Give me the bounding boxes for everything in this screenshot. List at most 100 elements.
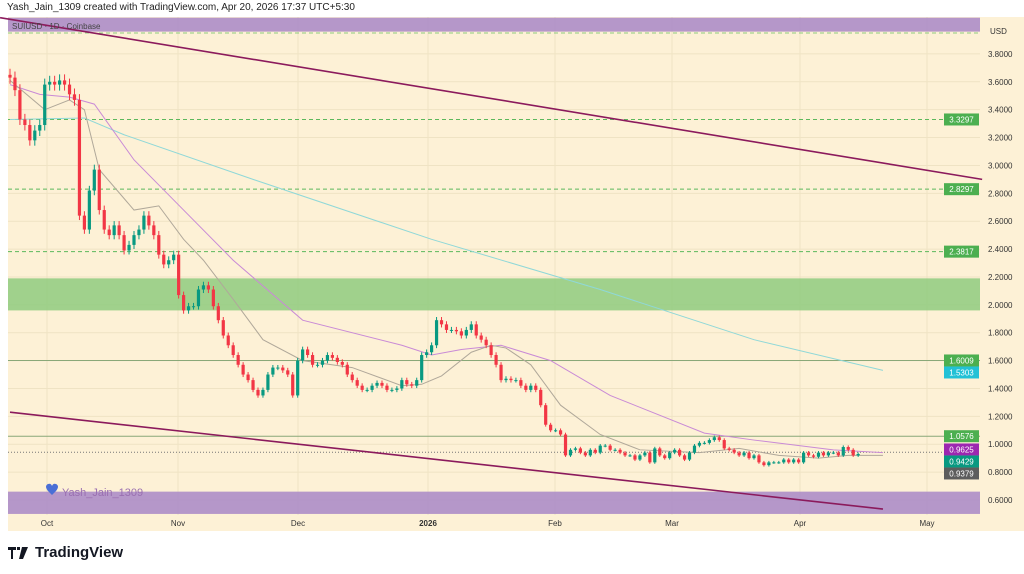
candle-body bbox=[365, 389, 369, 391]
tradingview-logo-icon bbox=[8, 546, 28, 559]
candle-body bbox=[251, 380, 255, 390]
candle-body bbox=[315, 364, 320, 366]
candle-body bbox=[673, 449, 677, 453]
candle-body bbox=[191, 306, 196, 308]
candle-body bbox=[236, 355, 240, 365]
candle-body bbox=[355, 380, 359, 386]
candle-body bbox=[772, 462, 776, 464]
candle-body bbox=[172, 254, 176, 261]
candle-body bbox=[707, 440, 711, 443]
candle-body bbox=[737, 452, 741, 456]
candle-body bbox=[33, 130, 37, 141]
candle-body bbox=[405, 380, 409, 385]
candle-body bbox=[430, 345, 434, 353]
candle-body bbox=[792, 459, 796, 463]
time-axis-background[interactable] bbox=[8, 515, 1024, 531]
candle-body bbox=[663, 455, 667, 459]
candle-body bbox=[415, 380, 419, 386]
candle-body bbox=[821, 452, 826, 456]
price-badge-label: 2.3817 bbox=[949, 248, 974, 257]
candle-body bbox=[479, 335, 483, 340]
candle-body bbox=[469, 324, 473, 330]
candle-body bbox=[122, 235, 126, 251]
candle-body bbox=[58, 80, 62, 85]
time-tick-label: 2026 bbox=[419, 519, 437, 528]
price-badge-label: 1.0576 bbox=[949, 432, 974, 441]
price-zone bbox=[8, 491, 980, 514]
candle-body bbox=[241, 364, 245, 375]
trendline bbox=[9, 411, 884, 510]
header-caption: Yash_Jain_1309 created with TradingView.… bbox=[7, 2, 355, 13]
candle-body bbox=[593, 449, 597, 453]
candle-body bbox=[261, 389, 265, 396]
price-badge-label: 2.8297 bbox=[949, 185, 974, 194]
symbol-label[interactable]: SUIUSD · 1D · Coinbase bbox=[12, 22, 101, 31]
candle-body bbox=[360, 385, 364, 390]
candle-body bbox=[509, 378, 513, 381]
candle-body bbox=[534, 385, 538, 390]
candle-body bbox=[702, 442, 706, 444]
candle-body bbox=[687, 452, 692, 460]
candle-body bbox=[186, 306, 191, 311]
price-badge bbox=[944, 455, 979, 468]
candle-body bbox=[454, 329, 458, 332]
candle-body bbox=[43, 84, 47, 126]
price-zone bbox=[8, 17, 980, 32]
zones bbox=[8, 17, 980, 514]
candle-body bbox=[281, 367, 285, 371]
candle-body bbox=[13, 77, 17, 91]
tradingview-brand: TradingView bbox=[35, 544, 124, 561]
candle-body bbox=[107, 229, 111, 236]
trendlines[interactable] bbox=[0, 16, 983, 510]
candle-body bbox=[648, 452, 652, 463]
candle-body bbox=[628, 455, 632, 457]
candle-body bbox=[271, 367, 275, 375]
candle-body bbox=[797, 459, 801, 463]
candle-body bbox=[802, 452, 806, 463]
candle-body bbox=[449, 329, 454, 331]
candles bbox=[8, 68, 860, 467]
candle-body bbox=[330, 355, 334, 358]
candle-body bbox=[67, 84, 72, 95]
candle-body bbox=[48, 81, 52, 85]
candle-body bbox=[127, 244, 131, 251]
time-tick-label: Dec bbox=[291, 519, 305, 528]
candle-body bbox=[851, 449, 855, 456]
moving-averages bbox=[9, 80, 884, 459]
price-axis-background[interactable] bbox=[980, 17, 1024, 515]
candle-body bbox=[826, 452, 830, 456]
candle-body bbox=[211, 289, 215, 307]
candle-body bbox=[340, 361, 344, 365]
candle-body bbox=[856, 453, 860, 456]
candle-body bbox=[102, 210, 106, 230]
candle-body bbox=[296, 360, 300, 396]
candle-body bbox=[514, 380, 518, 382]
candle-body bbox=[722, 440, 726, 449]
price-badge bbox=[944, 366, 979, 379]
price-badge-label: 1.6009 bbox=[949, 356, 974, 365]
candle-body bbox=[28, 125, 32, 141]
candle-body bbox=[286, 370, 290, 375]
candle-body bbox=[573, 448, 578, 450]
candle-body bbox=[162, 254, 166, 265]
tradingview-logo[interactable]: TradingView bbox=[8, 544, 123, 561]
candle-body bbox=[167, 260, 171, 265]
candle-body bbox=[117, 225, 121, 236]
candle-body bbox=[757, 455, 761, 463]
candle-body bbox=[504, 378, 508, 381]
price-tick-label: 1.6000 bbox=[988, 357, 1013, 366]
time-axis-ticks: Oct Nov Dec 2026 Feb Mar Apr May bbox=[41, 519, 935, 528]
candle-body bbox=[811, 455, 816, 457]
price-chart[interactable]: SUIUSD · 1D · Coinbase USD 3.80003.60003… bbox=[0, 0, 1024, 540]
price-tick-label: 3.0000 bbox=[988, 161, 1013, 170]
candle-body bbox=[782, 459, 786, 463]
candle-body bbox=[216, 306, 220, 321]
price-tick-label: 0.6000 bbox=[988, 496, 1013, 505]
price-tick-label: 1.8000 bbox=[988, 329, 1013, 338]
candle-body bbox=[633, 455, 637, 460]
candle-body bbox=[608, 445, 612, 450]
price-badge bbox=[944, 443, 979, 456]
candle-body bbox=[697, 442, 702, 446]
candle-body bbox=[524, 385, 528, 390]
candle-body bbox=[390, 389, 394, 391]
